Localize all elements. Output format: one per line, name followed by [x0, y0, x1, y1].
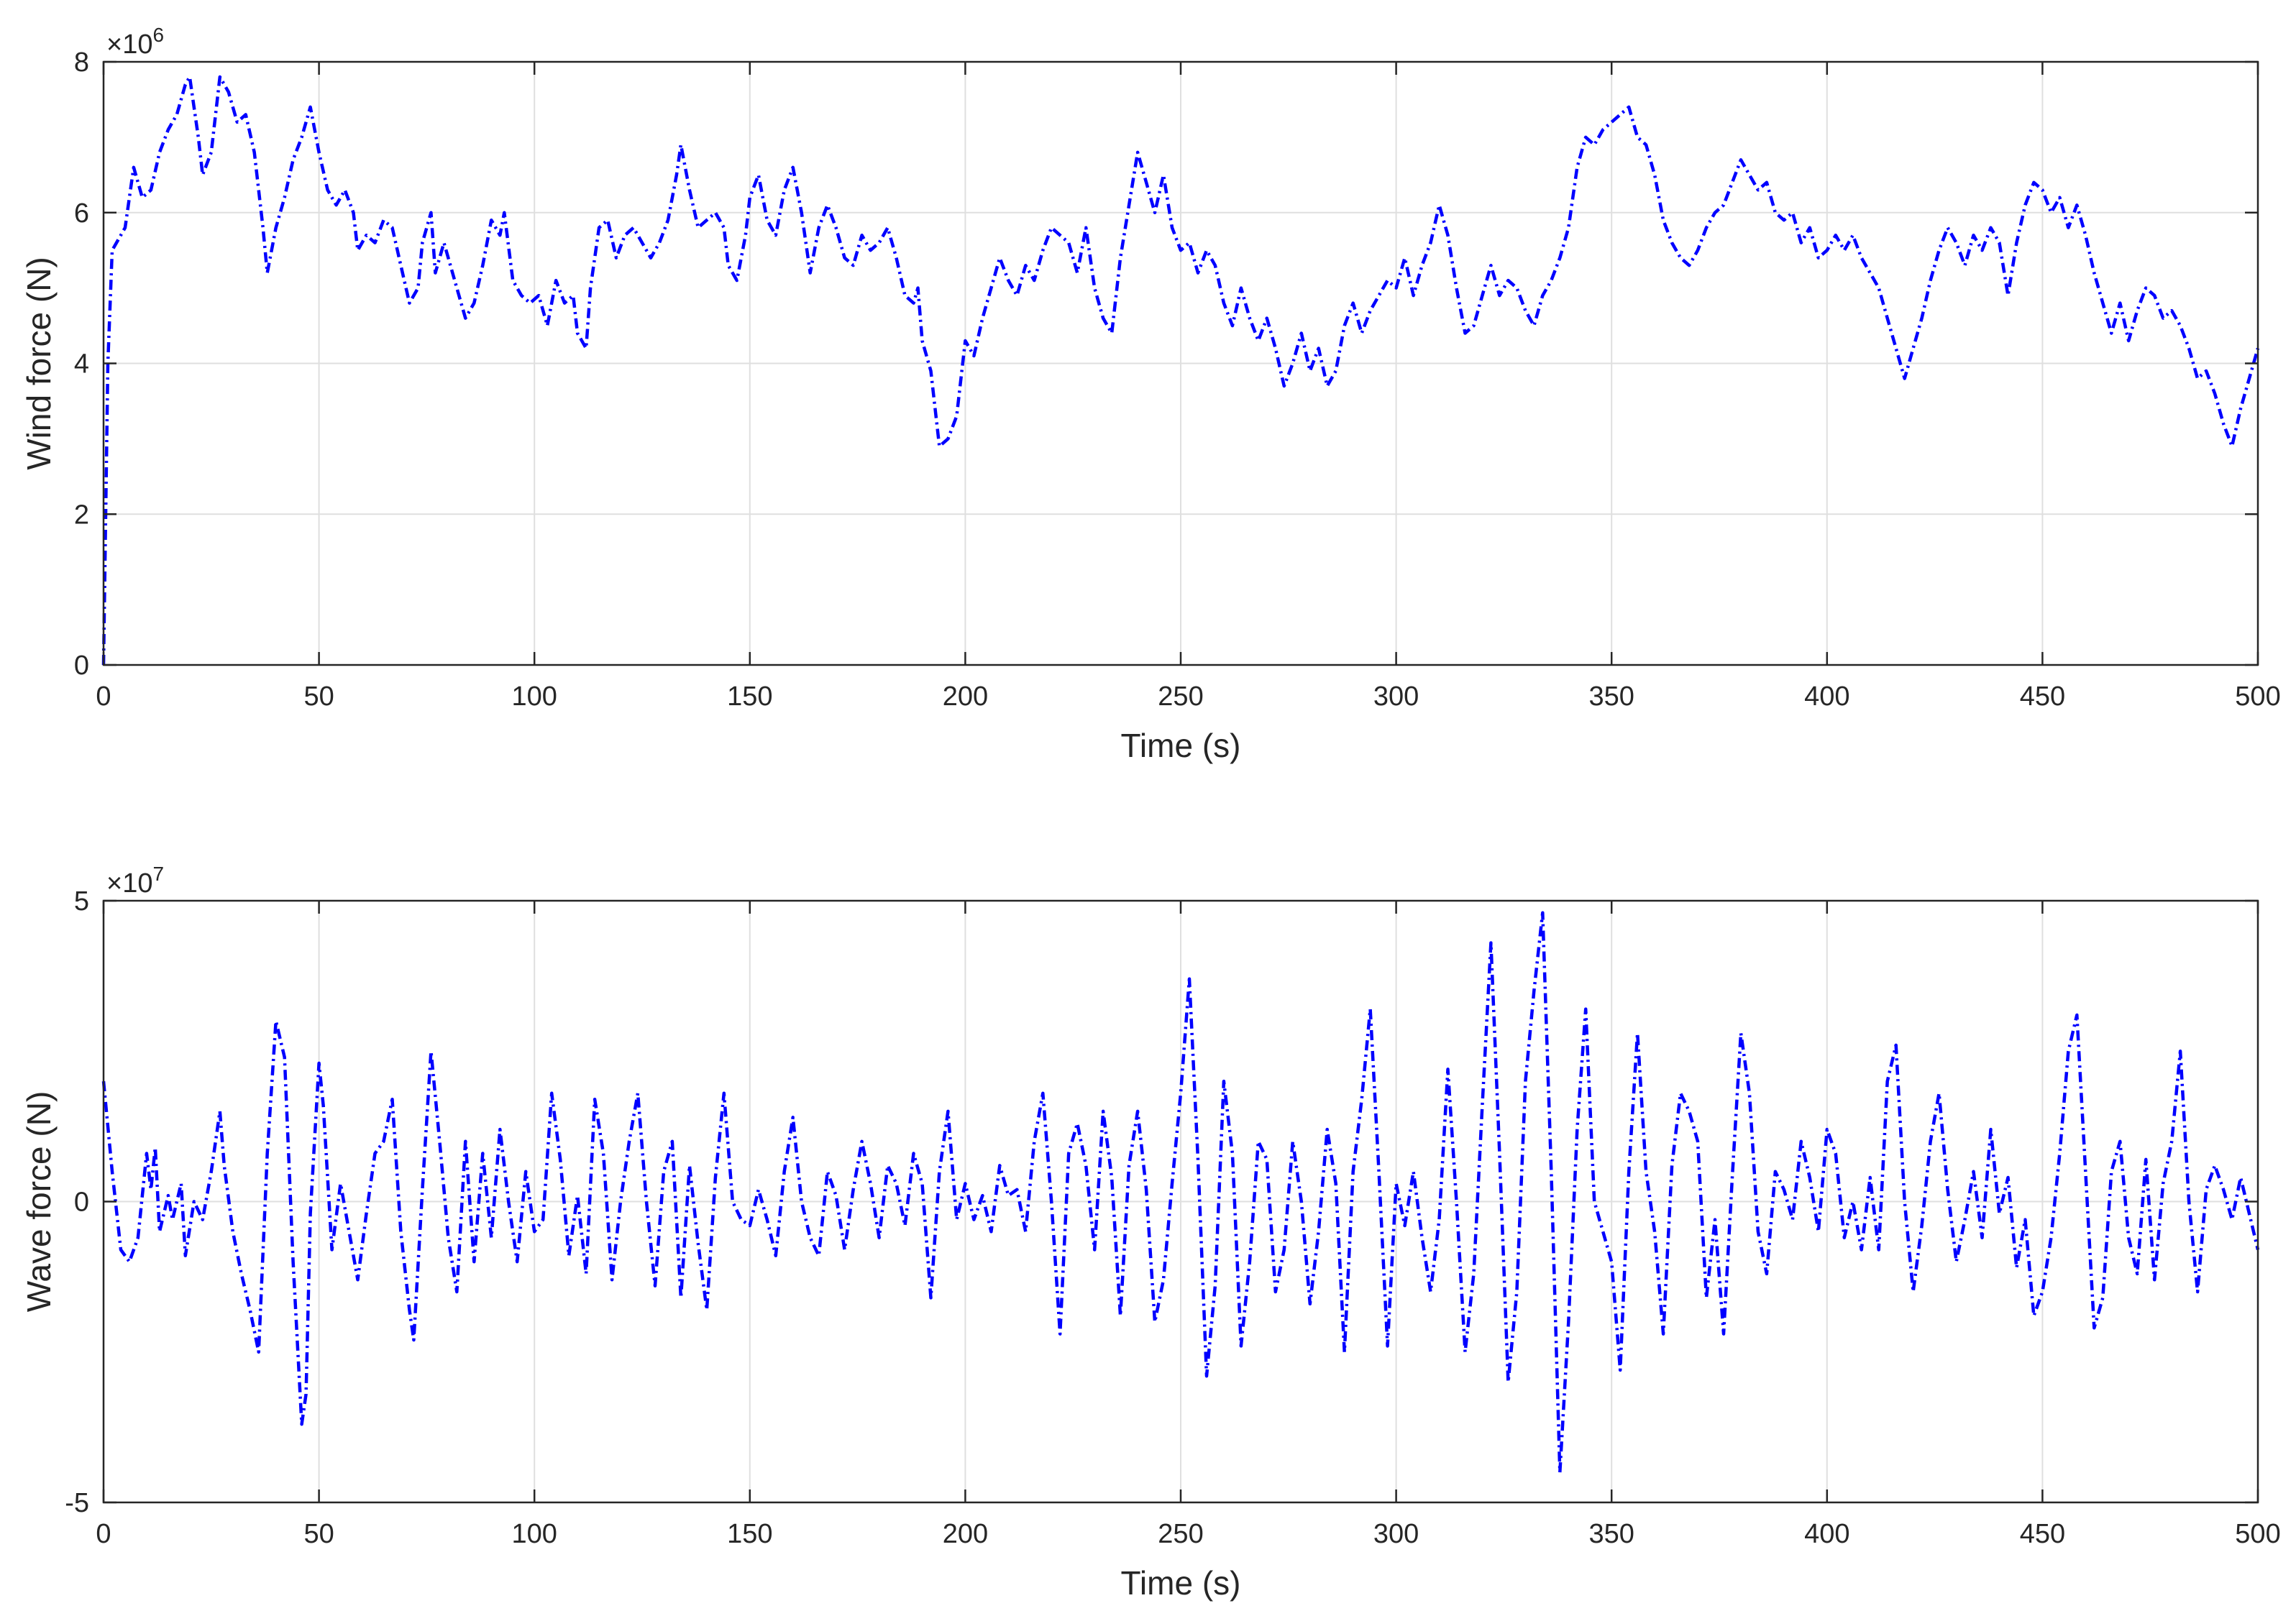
wind-x-tick-label: 300: [1373, 681, 1419, 712]
wind-y-tick-label: 2: [74, 500, 89, 530]
wave-x-tick-label: 150: [727, 1519, 772, 1549]
wind-x-tick-label: 0: [96, 681, 111, 712]
wind-x-tick-label: 150: [727, 681, 772, 712]
wind-x-tick-label: 50: [303, 681, 334, 712]
wind-exponent-label: ×106: [106, 24, 164, 60]
wind-x-tick-label: 250: [1158, 681, 1203, 712]
wave-y-tick-label: 0: [74, 1188, 89, 1218]
wind-exponent-base: ×10: [106, 29, 152, 60]
wave-exponent-power: 7: [152, 863, 164, 885]
wave-x-tick-label: 200: [943, 1519, 988, 1549]
wave-series-line: [101, 911, 2260, 1474]
wind-exponent-power: 6: [152, 24, 164, 46]
wave-y-tick-label: -5: [65, 1488, 89, 1518]
wind-y-tick-label: 8: [74, 47, 89, 78]
wave-x-tick-label: 400: [1804, 1519, 1849, 1549]
wave-exponent-base: ×10: [106, 868, 152, 899]
wind-x-tick-label: 500: [2235, 681, 2280, 712]
wind-series-line: [101, 75, 2260, 666]
wind-x-tick-label: 200: [943, 681, 988, 712]
wave-x-tick-label: 500: [2235, 1519, 2280, 1549]
wave-exponent-label: ×107: [106, 863, 164, 899]
wind-x-tick-label: 350: [1588, 681, 1634, 712]
wind-force-plot: 0 50 100 150 200 250 300 350 400 450 50002468×106T…: [20, 24, 2281, 764]
wave-x-axis-label: Time (s): [1121, 1564, 1241, 1602]
wave-y-axis-label: Wave force (N): [20, 1091, 58, 1313]
wind-x-tick-label: 100: [511, 681, 557, 712]
wave-x-tick-label: 350: [1588, 1519, 1634, 1549]
wind-x-tick-label: 400: [1804, 681, 1849, 712]
wave-x-tick-label: 50: [303, 1519, 334, 1549]
wind-y-tick-label: 4: [74, 349, 89, 380]
wave-y-tick-label: 5: [74, 886, 89, 917]
wave-x-tick-label: 250: [1158, 1519, 1203, 1549]
wind-x-tick-label: 450: [2020, 681, 2065, 712]
wave-force-plot: 0 50 100 150 200 250 300 350 400 450 500-505×107Ti…: [20, 863, 2281, 1602]
wave-x-tick-label: 100: [511, 1519, 557, 1549]
wind-x-axis-label: Time (s): [1121, 727, 1241, 764]
wave-x-tick-label: 450: [2020, 1519, 2065, 1549]
wind-y-tick-label: 6: [74, 198, 89, 229]
wave-x-tick-label: 0: [96, 1519, 111, 1549]
wind-y-axis-label: Wind force (N): [20, 257, 58, 469]
wind-y-tick-label: 0: [74, 651, 89, 681]
wave-x-tick-label: 300: [1373, 1519, 1419, 1549]
